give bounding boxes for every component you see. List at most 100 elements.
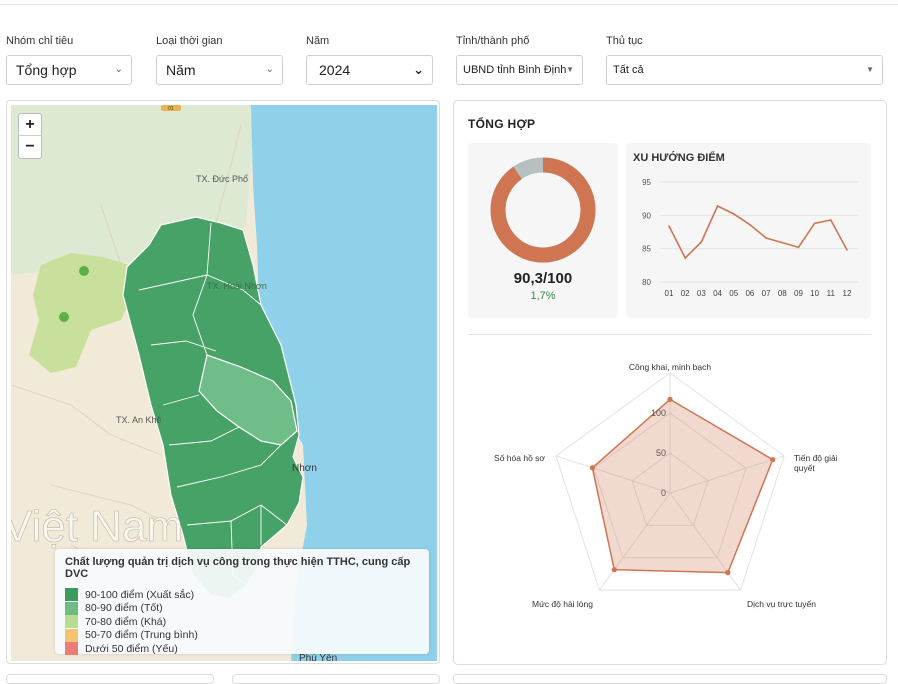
- radar-tick: 0: [661, 488, 666, 498]
- trend-x-tick: 03: [697, 289, 706, 298]
- radar-axis-label-line: Mức độ hài lòng: [532, 599, 593, 609]
- legend-label: 90-100 điểm (Xuất sắc): [85, 588, 195, 601]
- filter-label: Nhóm chỉ tiêu: [6, 35, 74, 47]
- trend-x-tick: 04: [713, 289, 722, 298]
- score-donut: [490, 157, 596, 263]
- province-select[interactable]: UBND tỉnh Bình Định ▼: [456, 55, 583, 85]
- legend-label: 50-70 điểm (Trung bình): [85, 629, 198, 642]
- legend-item: Dưới 50 điểm (Yếu): [65, 642, 419, 656]
- radar-axis-label: Dịch vụ trực tuyến: [747, 599, 816, 609]
- radar-axis-label-line: Dịch vụ trực tuyến: [747, 599, 816, 609]
- filter-label: Năm: [306, 35, 330, 47]
- filter-label: Thủ tục: [606, 35, 643, 47]
- trend-title: XU HƯỚNG ĐIỂM: [633, 152, 725, 164]
- radar-point: [725, 570, 731, 576]
- country-label: Việt Nam: [11, 502, 183, 551]
- procedure-select[interactable]: Tất cả ▼: [606, 55, 883, 85]
- radar-axis-label-line: Công khai, minh bạch: [629, 362, 711, 372]
- filter-procedure: Thủ tục Tất cả ▼: [606, 34, 883, 85]
- legend-title: Chất lượng quản trị dịch vụ công trong t…: [65, 556, 411, 580]
- score-value: 90,3/100: [513, 270, 573, 287]
- radar-axis-label: Mức độ hài lòng: [532, 599, 593, 609]
- radar-tick: 100: [651, 408, 666, 418]
- radar-point: [589, 465, 595, 471]
- chevron-down-icon: ⌄: [413, 62, 424, 77]
- trend-point: [684, 257, 686, 259]
- trend-chart: 95 90 85 80 01 02 03 04 05 06 07 08 09 10 11 12: [642, 178, 858, 298]
- zoom-in-button[interactable]: +: [19, 114, 41, 136]
- trend-point: [797, 246, 800, 249]
- trend-x-tick: 11: [827, 289, 836, 298]
- trend-point: [813, 222, 816, 225]
- trend-x-tick: 06: [745, 289, 754, 298]
- trend-x-tick: 12: [843, 289, 852, 298]
- trend-point: [716, 205, 719, 207]
- radar-grid-ring: [631, 452, 709, 526]
- legend-swatch: [65, 588, 78, 602]
- time-type-select[interactable]: Năm ⌄: [156, 55, 283, 85]
- sea: [251, 105, 437, 661]
- trend-point: [765, 237, 767, 239]
- legend-item: 90-100 điểm (Xuất sắc): [65, 588, 419, 602]
- chevron-down-icon: ⌄: [114, 64, 123, 75]
- filter-time-type: Loại thời gian Năm ⌄: [156, 34, 283, 85]
- donut-score-arc: [490, 157, 596, 263]
- road-badge-label: 01: [168, 106, 174, 112]
- indicator-group-select[interactable]: Tổng hợp ⌄: [6, 55, 132, 85]
- trend-point: [668, 225, 670, 227]
- radar-axis-label: Số hóa hồ sơ: [494, 453, 545, 463]
- legend-label: 70-80 điểm (Khá): [85, 615, 167, 628]
- bottom-card: [453, 674, 887, 684]
- radar-series-area: [591, 398, 774, 574]
- filter-indicator-group: Nhóm chỉ tiêu Tổng hợp ⌄: [6, 34, 132, 85]
- trend-point: [846, 249, 848, 251]
- legend-item: 80-90 điểm (Tốt): [65, 601, 419, 616]
- legend-swatch: [65, 615, 78, 629]
- zoom-out-button[interactable]: −: [25, 138, 35, 155]
- trend-x-tick: 07: [762, 289, 771, 298]
- map-markers: [59, 266, 89, 322]
- radar-chart: 100 50 0 Công khai, minh bạch Tiến độ giải qu…: [494, 362, 838, 609]
- radar-point: [770, 457, 776, 463]
- trend-y-tick: 90: [642, 211, 651, 220]
- filter-year: Năm 2024 ⌄: [306, 34, 433, 85]
- legend-item: 50-70 điểm (Trung bình): [65, 628, 419, 643]
- filter-province: Tỉnh/thành phố UBND tỉnh Bình Định ▼: [456, 34, 583, 85]
- radar-spoke: [669, 455, 785, 494]
- trend-point: [700, 241, 703, 243]
- radar-spoke: [555, 455, 671, 494]
- select-value: UBND tỉnh Bình Định: [463, 64, 567, 76]
- radar-axis-label: Công khai, minh bạch: [629, 362, 711, 372]
- select-value: Tất cả: [613, 64, 644, 76]
- trend-y-tick: 85: [642, 245, 651, 254]
- top-divider: [0, 4, 898, 5]
- radar-spoke: [599, 492, 671, 591]
- trend-line: [668, 204, 848, 260]
- bottom-card: [232, 674, 440, 684]
- trend-y-tick: 80: [642, 278, 651, 287]
- radar-axis-label-line: Số hóa hồ sơ: [494, 453, 545, 463]
- caret-down-icon: ▼: [866, 65, 874, 74]
- place-hoai-nhon: TX. Hoài Nhơn: [207, 281, 267, 291]
- filter-label: Loại thời gian: [156, 35, 223, 47]
- radar-grid-ring: [593, 412, 747, 559]
- radar-point: [611, 567, 617, 573]
- trend-point: [732, 213, 735, 215]
- trend-x-tick: 10: [810, 289, 819, 298]
- radar-axis-label-line: quyết: [794, 463, 815, 473]
- trend-x-tick: 09: [794, 289, 803, 298]
- place-duc-pho: TX. Đức Phổ: [196, 174, 248, 184]
- legend-swatch: [65, 601, 78, 615]
- year-select[interactable]: 2024 ⌄: [306, 55, 433, 85]
- radar-point: [667, 396, 673, 402]
- legend-label: Dưới 50 điểm (Yếu): [85, 642, 178, 655]
- zoom-control: + −: [18, 113, 42, 159]
- district-borders: [138, 222, 288, 586]
- select-value: Năm: [166, 62, 196, 78]
- chevron-down-icon: ⌄: [265, 64, 274, 75]
- select-value: Tổng hợp: [16, 62, 77, 78]
- trend-card: [626, 143, 871, 318]
- region-binh-dinh: [122, 216, 304, 600]
- map-legend: Chất lượng quản trị dịch vụ công trong t…: [55, 549, 429, 656]
- trend-x-tick: 01: [665, 289, 674, 298]
